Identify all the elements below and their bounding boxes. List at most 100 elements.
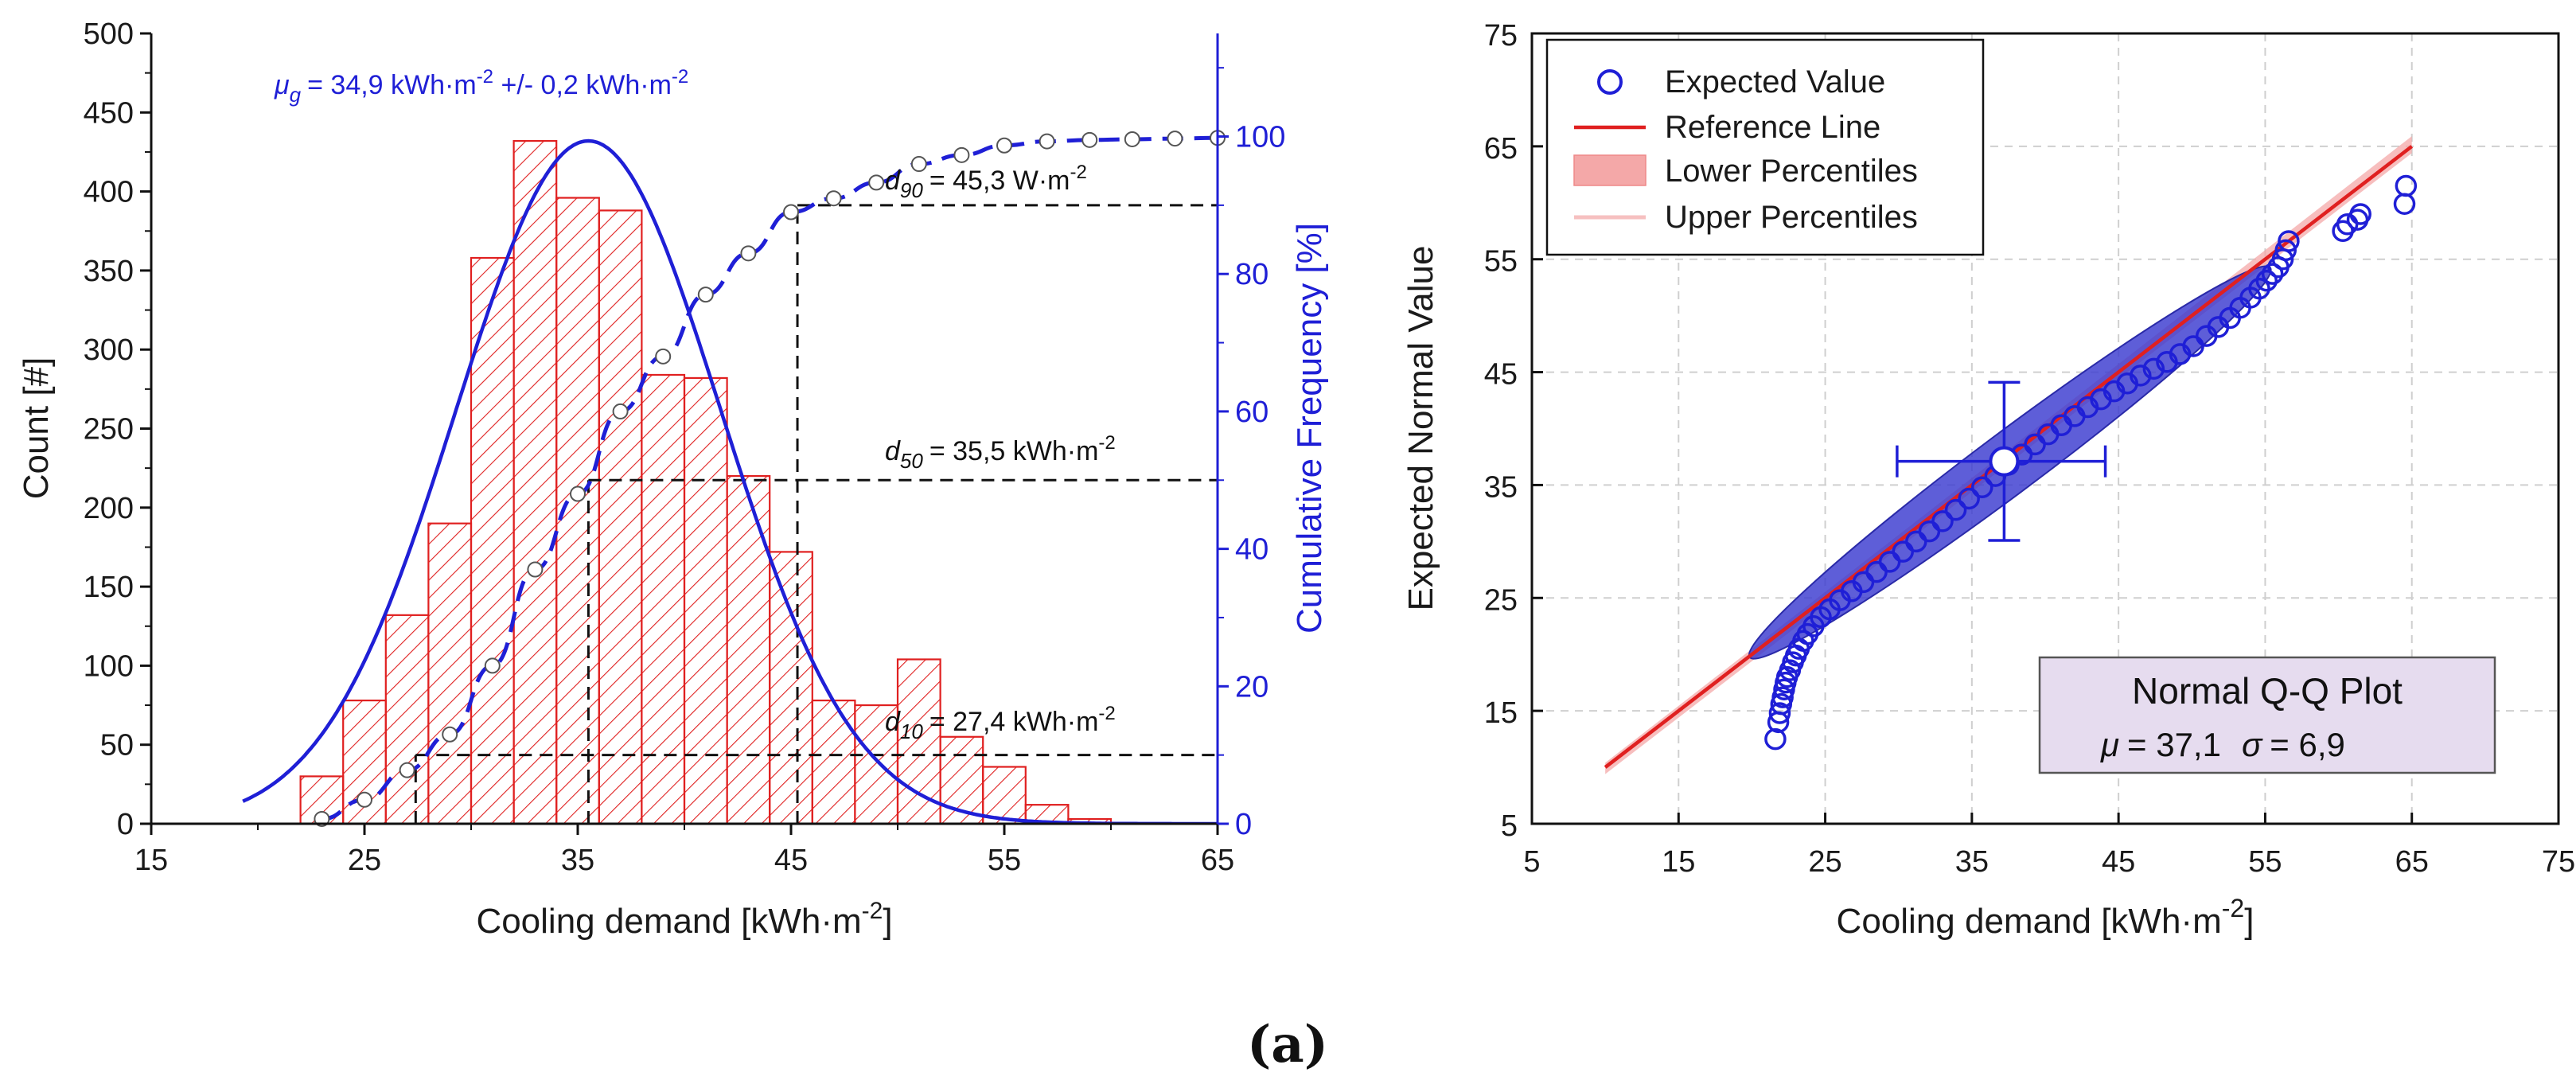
- percentile-sub: 90: [900, 178, 923, 202]
- qq-x-tick-label: 35: [1955, 845, 1989, 879]
- hist-y-axis-title: Count [#]: [17, 357, 56, 500]
- expected-value-points: [1764, 174, 2418, 751]
- cumulative-point-5: [527, 561, 544, 578]
- qq-y-tick-label: 5: [1501, 809, 1518, 843]
- cumulative-point-9: [697, 287, 714, 303]
- cumulative-point-14: [910, 156, 927, 173]
- percentile-sup: -2: [1098, 703, 1115, 724]
- qq-point-4: [1771, 686, 1794, 708]
- legend-label-expected: Expected Value: [1665, 64, 1885, 99]
- hist-y2-tick-label: 80: [1235, 258, 1269, 291]
- cumulative-point-19: [1124, 131, 1140, 147]
- panel-label: (a): [1247, 1015, 1328, 1074]
- hist-x-axis-title: Cooling demand [kWh·m-2]: [476, 898, 892, 941]
- legend-label-lower: Lower Percentiles: [1665, 154, 1918, 189]
- hist-y-tick-label: 350: [84, 255, 134, 288]
- hist-y-tick-label: 100: [84, 649, 134, 683]
- hist-x-tick-label: 15: [134, 844, 168, 877]
- hist-y-tick-label: 150: [84, 571, 134, 604]
- qq-x-tick-label: 55: [2248, 845, 2282, 879]
- cumulative-point-7: [612, 403, 629, 419]
- percentile-sub: 10: [900, 719, 923, 743]
- qq-point-62: [2395, 174, 2418, 197]
- mean-error-bars: [1896, 380, 2107, 542]
- qq-y-tick-label: 75: [1484, 19, 1518, 53]
- qq-y-axis-title: Expected Normal Value: [1401, 246, 1440, 611]
- percentile-value: = 27,4 kWh·m: [929, 707, 1099, 737]
- qq-x-tick-label: 5: [1523, 845, 1540, 879]
- qq-y-tick-label: 45: [1484, 358, 1518, 392]
- stats-box-values: μ = 37,1 σ = 6,9: [2100, 726, 2345, 763]
- stats-box-title: Normal Q-Q Plot: [2132, 670, 2403, 712]
- cumulative-points: [314, 130, 1226, 827]
- qq-point-27: [1958, 487, 1980, 510]
- legend-marker-lower: [1573, 154, 1647, 186]
- cumulative-point-3: [442, 726, 458, 743]
- percentile-sup: -2: [1098, 432, 1115, 454]
- histogram-bar-13: [854, 704, 899, 825]
- qq-stats-box: Normal Q-Q Plot μ = 37,1 σ = 6,9: [2038, 656, 2496, 774]
- qq-point-40: [2130, 365, 2152, 387]
- qq-y-ticks: 5 15 25 35 45 55 65 75: [1484, 19, 1543, 843]
- percentile-label-90: d90 = 45,3 W·m-2: [885, 162, 1087, 202]
- hist-y-tick-label: 50: [100, 729, 134, 762]
- qq-point-2: [1768, 702, 1791, 724]
- hist-y2-tick-label: 0: [1235, 808, 1252, 841]
- histogram-bar-5: [512, 139, 558, 825]
- cumulative-point-13: [868, 174, 885, 191]
- hist-y-tick-label: 250: [84, 413, 134, 447]
- hist-x-tick-label: 35: [561, 844, 594, 877]
- legend-marker-expected: [1597, 69, 1623, 95]
- percentile-guides: [414, 204, 1218, 824]
- qq-frame: [1530, 32, 2560, 825]
- histogram-bar-3: [427, 522, 473, 825]
- histogram-bar-9: [683, 376, 728, 825]
- stats-box-bg: [2038, 656, 2496, 774]
- hist-x-tick-label: 45: [774, 844, 808, 877]
- hist-y-tick-label: 450: [84, 96, 134, 130]
- percentile-value: = 35,5 kWh·m: [929, 436, 1099, 466]
- histogram-bar-10: [726, 474, 771, 825]
- qq-y-tick-label: 15: [1484, 696, 1518, 730]
- qq-y-tick-label: 35: [1484, 470, 1518, 504]
- histogram-bars: [299, 139, 1113, 825]
- qq-x-ticks: 5 15 25 35 45 55 65 75: [1523, 813, 2575, 879]
- histogram-bar-2: [384, 614, 430, 825]
- cumulative-point-11: [783, 204, 799, 220]
- qq-x-tick-label: 15: [1662, 845, 1695, 879]
- hist-x-tick-label: 25: [348, 844, 381, 877]
- histogram-chart: 15 25 35 45 55 65 050100150200250300350400450…: [17, 18, 1329, 941]
- qq-point-25: [1931, 510, 1954, 532]
- cumulative-point-16: [996, 137, 1012, 154]
- hist-y-ticks: 0 50 100 150 200 250 300 350 400 450 500: [84, 18, 151, 841]
- hist-y-tick-label: 300: [84, 333, 134, 367]
- qq-point-0: [1764, 727, 1787, 751]
- legend-label-upper: Upper Percentiles: [1665, 200, 1918, 235]
- cumulative-point-10: [740, 245, 757, 262]
- normal-fit-curve: [242, 138, 1218, 824]
- percentile-label-50: d50 = 35,5 kWh·m-2: [885, 432, 1116, 473]
- cumulative-point-17: [1039, 133, 1055, 150]
- qq-point-56: [2278, 230, 2300, 252]
- hist-y2-axis-title: Cumulative Frequency [%]: [1290, 223, 1329, 634]
- qq-point-26: [1944, 498, 1967, 521]
- qq-y-tick-label: 65: [1484, 132, 1518, 166]
- percentile-sym: d: [885, 166, 901, 196]
- hist-x-tick-label: 65: [1201, 844, 1234, 877]
- cumulative-point-1: [357, 791, 372, 808]
- qq-point-61: [2393, 193, 2416, 215]
- percentile-sym: d: [885, 436, 901, 466]
- percentile-label-10: d10 = 27,4 kWh·m-2: [885, 703, 1116, 743]
- qq-point-41: [2142, 357, 2165, 380]
- histogram-bar-8: [641, 373, 686, 825]
- mean-annotation: μg = 34,9 kWh·m-2 +/- 0,2 kWh·m-2: [274, 66, 688, 107]
- hist-x-tick-label: 55: [988, 844, 1021, 877]
- hist-y-tick-label: 500: [84, 18, 134, 51]
- hist-y-tick-label: 200: [84, 492, 134, 525]
- cumulative-point-4: [484, 657, 501, 674]
- qq-point-52: [2261, 263, 2284, 285]
- qq-x-tick-label: 65: [2395, 845, 2429, 879]
- mean-point: [1989, 446, 2020, 477]
- percentile-sym: d: [885, 707, 901, 737]
- hist-y-tick-label: 0: [117, 808, 134, 841]
